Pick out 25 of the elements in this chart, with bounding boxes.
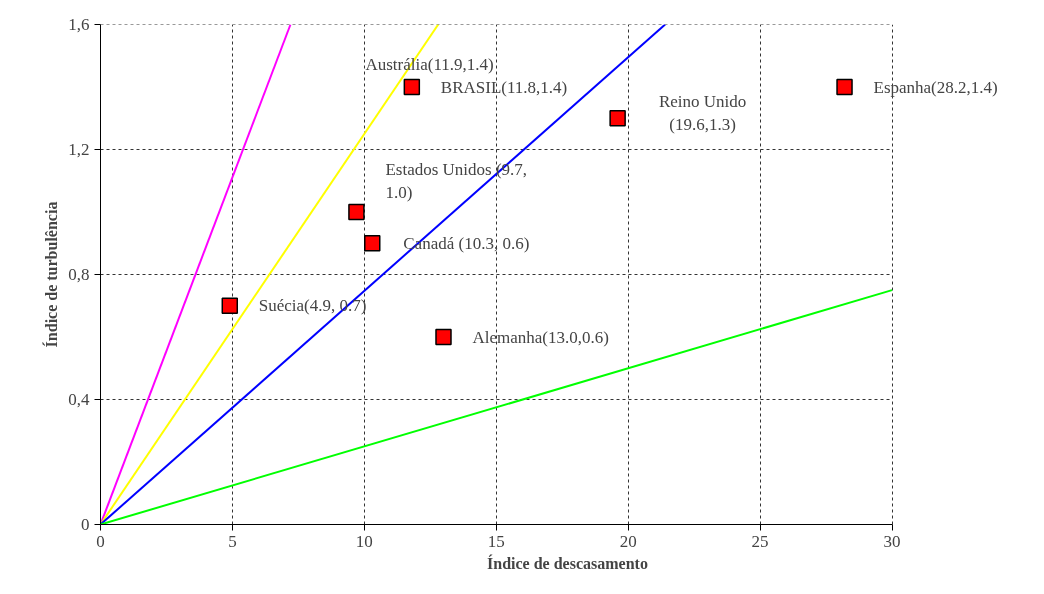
x-tick-label: 30 — [883, 531, 901, 551]
x-tick-label: 15 — [487, 531, 505, 551]
x-tick-label: 5 — [228, 531, 237, 551]
point — [609, 110, 626, 127]
x-tick-label: 20 — [619, 531, 637, 551]
point — [435, 328, 452, 346]
annotation: Alemanha(13.0,0.6) — [472, 327, 609, 347]
point — [348, 203, 365, 221]
y-tick-label: 0,8 — [68, 265, 90, 284]
point — [403, 78, 421, 96]
y-tick-label: 0,4 — [68, 390, 90, 409]
point — [364, 235, 381, 252]
x-tick-label: 25 — [751, 531, 769, 551]
y-tick-label: 1,6 — [68, 15, 90, 34]
x-tick-label: 0 — [96, 531, 105, 551]
annotation: Reino Unido (19.6,1.3) — [658, 92, 747, 135]
y-tick-label: 0 — [81, 515, 90, 534]
annotation: BRASIL(11.8,1.4) — [440, 77, 568, 97]
y-axis-title: Índice de turbulência — [42, 201, 61, 348]
x-axis-title: Índice de descasamento — [487, 553, 648, 572]
annotation: Espanha(28.2,1.4) — [873, 77, 998, 97]
y-tick-label: 1,2 — [68, 140, 90, 159]
point — [836, 78, 853, 96]
x-tick-label: 10 — [355, 531, 373, 551]
point — [221, 297, 239, 314]
